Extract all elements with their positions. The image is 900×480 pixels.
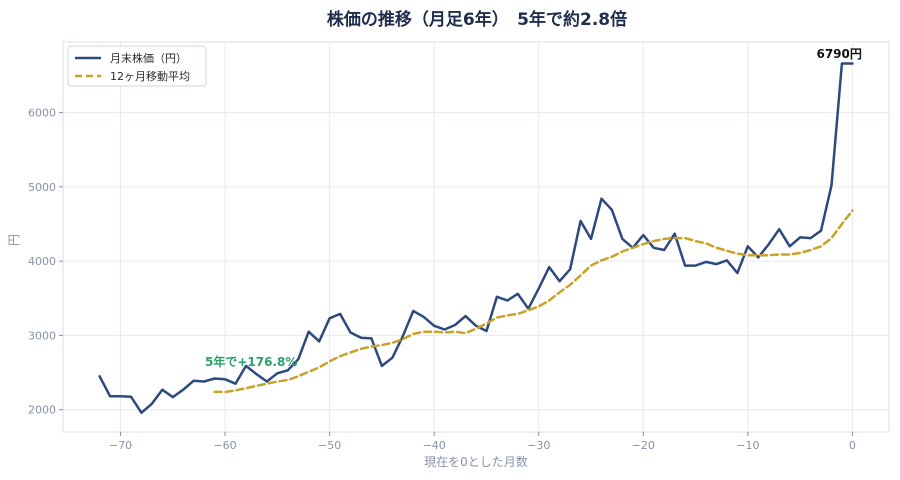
- x-tick-label: −20: [632, 439, 655, 452]
- x-tick-label: −60: [213, 439, 236, 452]
- x-tick-label: −10: [736, 439, 759, 452]
- growth-label: 5年で+176.8%: [205, 354, 297, 369]
- series-lines: [98, 62, 854, 414]
- x-tick-label: −50: [318, 439, 341, 452]
- legend-box: [67, 45, 207, 87]
- y-ticks: 2000 3000 4000 5000 6000: [28, 107, 63, 417]
- y-tick-label: 2000: [28, 404, 56, 417]
- x-tick-label: −40: [423, 439, 446, 452]
- annotations: 6790円 5年で+176.8%: [205, 47, 862, 369]
- plot-area: −70 −60 −50 −40 −30 −20 −10 0 2000 3000 4000 5000 6…: [28, 41, 890, 452]
- y-tick-label: 4000: [28, 255, 56, 268]
- legend-entry-moving-average: 12ヶ月移動平均: [110, 69, 190, 83]
- legend-entry-stock-price: 月末株価（円）: [110, 51, 187, 65]
- x-ticks: −70 −60 −50 −40 −30 −20 −10 0: [109, 432, 856, 452]
- end-value-label: 6790円: [816, 47, 861, 61]
- x-axis-label: 現在を0とした月数: [424, 454, 528, 469]
- series-line-moving-average: [213, 209, 854, 394]
- y-axis-label: 円: [7, 234, 21, 246]
- x-tick-label: −70: [109, 439, 132, 452]
- plot-frame: [62, 41, 890, 433]
- series-line-stock-price: [98, 62, 854, 414]
- y-tick-label: 6000: [28, 107, 56, 120]
- x-tick-label: 0: [849, 439, 856, 452]
- chart-title: 株価の推移（月足6年） 5年で約2.8倍: [327, 9, 627, 30]
- y-tick-label: 3000: [28, 329, 56, 342]
- legend: 月末株価（円） 12ヶ月移動平均: [67, 45, 207, 87]
- x-tick-label: −30: [527, 439, 550, 452]
- y-tick-label: 5000: [28, 181, 56, 194]
